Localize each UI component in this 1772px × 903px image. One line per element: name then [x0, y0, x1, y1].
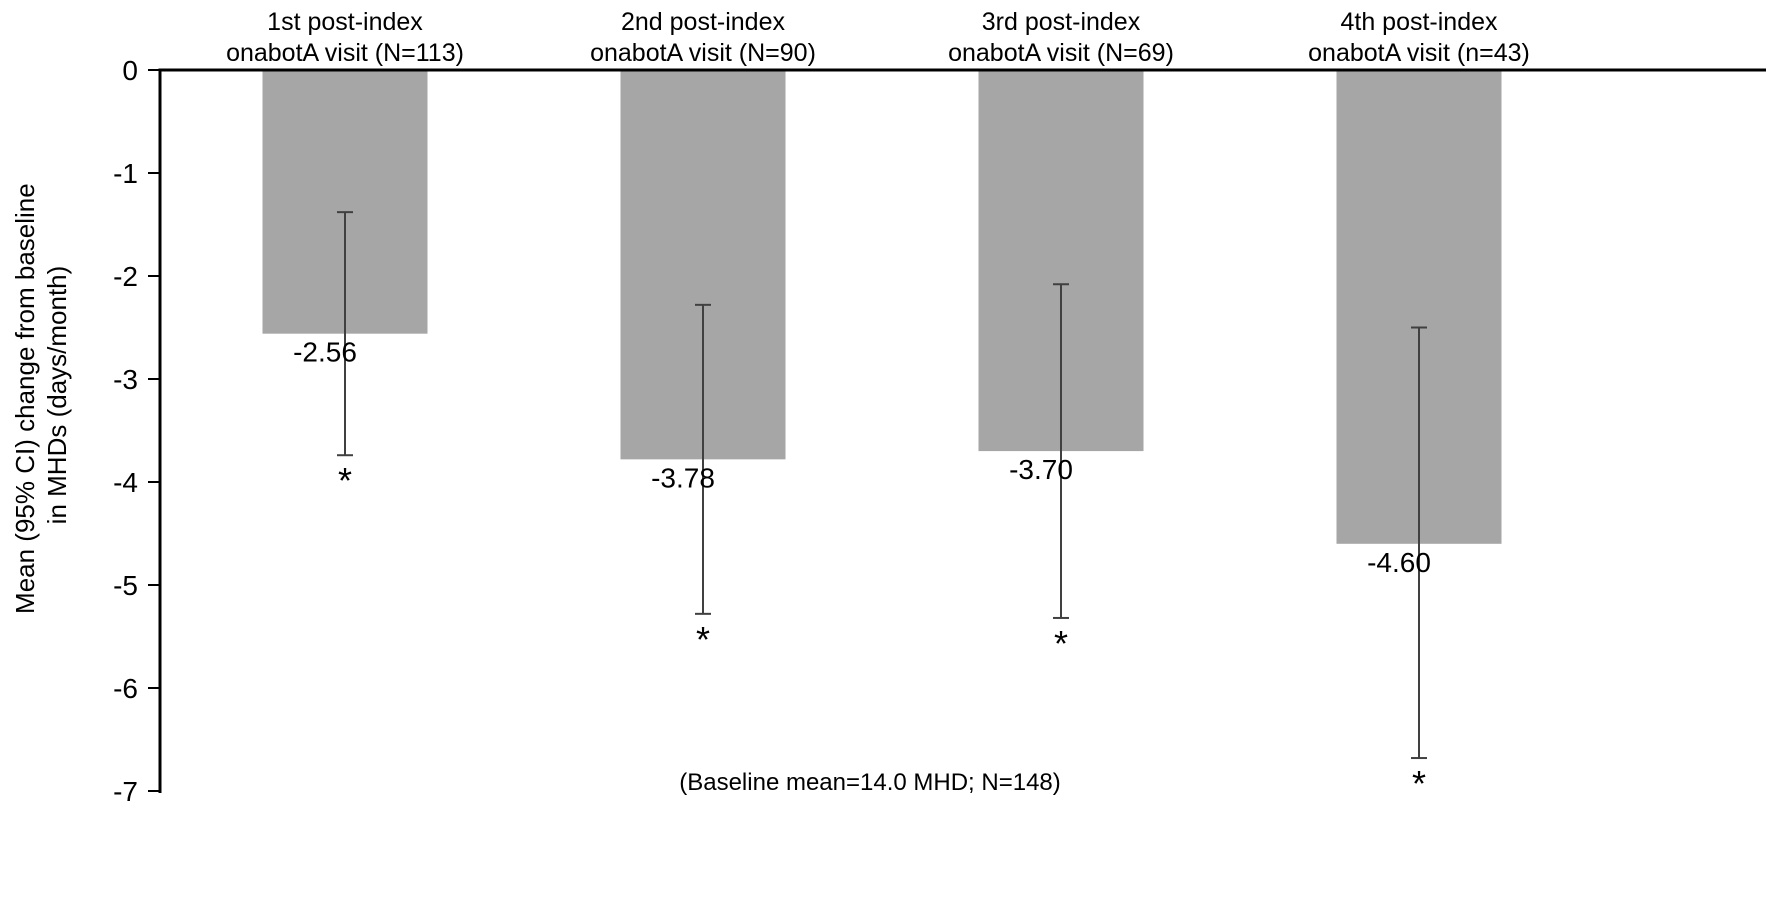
significance-asterisk: *	[1054, 623, 1068, 664]
value-labels-group: -2.56 * -3.78 * -3.70 * -4.60 *	[293, 337, 1431, 804]
column-header-line1: 1st post-index	[267, 8, 423, 36]
significance-asterisk: *	[696, 619, 710, 660]
column-header-line2: onabotA visit (n=43)	[1308, 39, 1530, 67]
y-axis-title: Mean (95% CI) change from baseline in MH…	[10, 176, 72, 614]
y-axis-tick-label: -6	[113, 673, 138, 704]
column-header-line2: onabotA visit (N=69)	[948, 39, 1174, 67]
bar-value-label: -3.70	[1009, 454, 1073, 485]
bar-value-label: -2.56	[293, 337, 357, 368]
column-header-line2: onabotA visit (N=90)	[590, 39, 816, 67]
column-header-line1: 2nd post-index	[621, 8, 786, 36]
y-axis-tick-label: -2	[113, 261, 138, 292]
column-header: 4th post-index onabotA visit (n=43)	[1308, 8, 1530, 67]
y-axis-ticks-group: 0 -1 -2 -3 -4 -5 -6 -7	[113, 55, 160, 807]
bar-value-label: -3.78	[651, 462, 715, 493]
column-header: 2nd post-index onabotA visit (N=90)	[590, 8, 816, 67]
column-header-line1: 4th post-index	[1340, 8, 1498, 36]
significance-asterisk: *	[338, 460, 352, 501]
y-axis-title-line1: Mean (95% CI) change from baseline	[10, 183, 40, 614]
column-headers-group: 1st post-index onabotA visit (N=113) 2nd p…	[226, 8, 1530, 67]
baseline-annotation: (Baseline mean=14.0 MHD; N=148)	[679, 769, 1061, 796]
column-header-line1: 3rd post-index	[982, 8, 1141, 36]
bar-value-label: -4.60	[1367, 547, 1431, 578]
column-header-line2: onabotA visit (N=113)	[226, 39, 464, 67]
y-axis-tick-label: -3	[113, 364, 138, 395]
column-header: 1st post-index onabotA visit (N=113)	[226, 8, 464, 67]
y-axis-tick-label: -5	[113, 570, 138, 601]
y-axis-tick-label: -1	[113, 158, 138, 189]
y-axis-tick-label: -4	[113, 467, 138, 498]
y-axis-tick-label: 0	[122, 55, 138, 86]
y-axis-title-line2: in MHDs (days/month)	[42, 266, 72, 525]
axes-group	[158, 68, 1766, 793]
y-axis-tick-label: -7	[113, 776, 138, 807]
bars-group	[262, 70, 1502, 544]
column-header: 3rd post-index onabotA visit (N=69)	[948, 8, 1174, 67]
significance-asterisk: *	[1412, 763, 1426, 804]
error-bars-group	[337, 211, 1427, 760]
